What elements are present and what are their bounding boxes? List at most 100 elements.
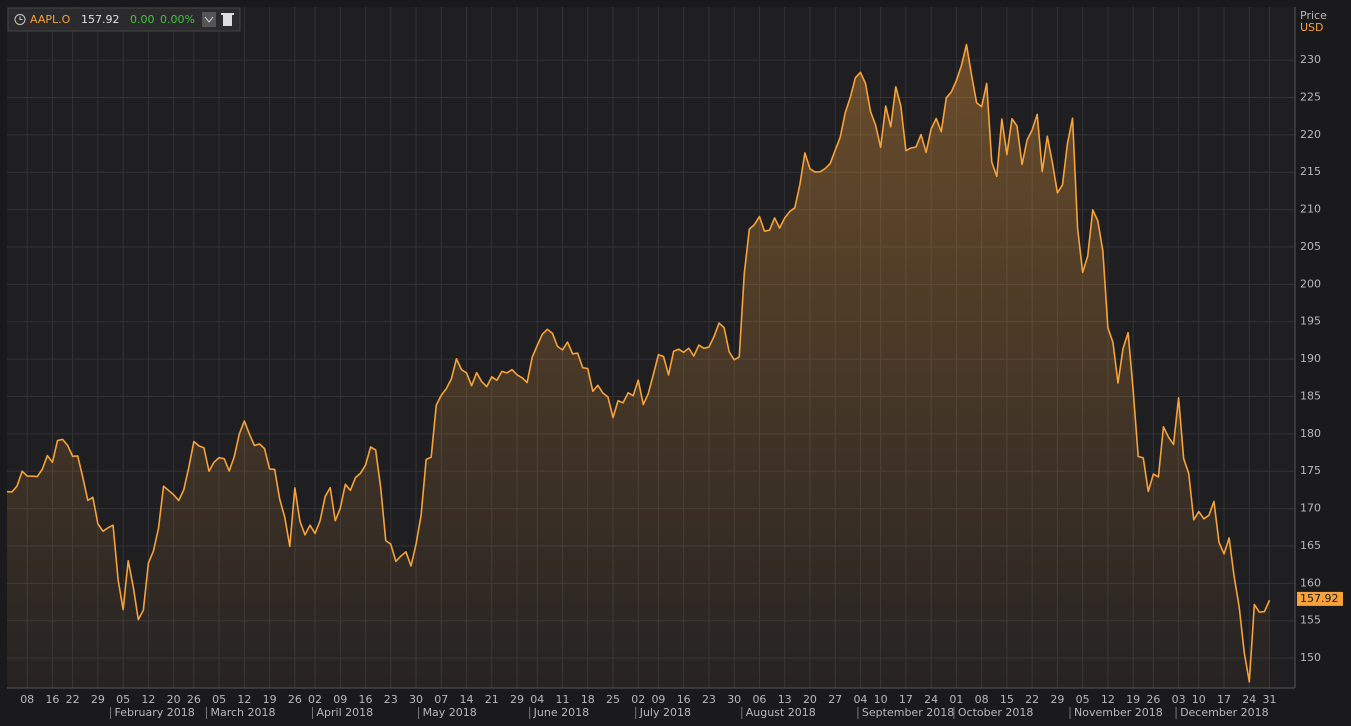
x-tick-label: 27	[828, 693, 842, 706]
y-tick-label: 165	[1300, 539, 1321, 552]
x-tick-label: 16	[677, 693, 691, 706]
month-label: February 2018	[115, 706, 195, 719]
y-tick-label: 160	[1300, 576, 1321, 589]
month-label: October 2018	[958, 706, 1034, 719]
y-tick-label: 215	[1300, 165, 1321, 178]
x-tick-label: 02	[308, 693, 322, 706]
x-tick-label: 16	[359, 693, 373, 706]
y-tick-label: 170	[1300, 502, 1321, 515]
x-tick-label: 24	[924, 693, 938, 706]
x-tick-label: 26	[288, 693, 302, 706]
x-tick-label: 12	[141, 693, 155, 706]
x-tick-label: 12	[237, 693, 251, 706]
x-tick-label: 08	[975, 693, 989, 706]
x-tick-label: 15	[1000, 693, 1014, 706]
x-tick-label: 10	[1192, 693, 1206, 706]
y-tick-label: 200	[1300, 277, 1321, 290]
last-price: 157.92	[81, 13, 120, 26]
x-tick-label: 25	[606, 693, 620, 706]
month-label: November 2018	[1074, 706, 1163, 719]
dropdown-button[interactable]	[202, 12, 216, 27]
price-tag-label: 157.92	[1300, 592, 1339, 605]
axis-currency: USD	[1300, 21, 1324, 34]
x-tick-label: 08	[20, 693, 34, 706]
y-tick-label: 175	[1300, 464, 1321, 477]
x-tick-label: 20	[167, 693, 181, 706]
y-tick-label: 205	[1300, 240, 1321, 253]
x-tick-label: 03	[1172, 693, 1186, 706]
x-tick-label: 04	[530, 693, 544, 706]
y-tick-label: 155	[1300, 614, 1321, 627]
header-box	[7, 7, 241, 32]
x-tick-label: 09	[333, 693, 347, 706]
x-tick-label: 19	[1126, 693, 1140, 706]
x-tick-label: 22	[1025, 693, 1039, 706]
change: 0.00	[130, 13, 155, 26]
x-tick-label: 22	[66, 693, 80, 706]
y-tick-label: 150	[1300, 651, 1321, 664]
x-tick-label: 31	[1263, 693, 1277, 706]
x-tick-label: 02	[631, 693, 645, 706]
y-tick-label: 195	[1300, 315, 1321, 328]
month-label: May 2018	[423, 706, 477, 719]
x-tick-label: 26	[1146, 693, 1160, 706]
axis-title: Price	[1300, 9, 1327, 22]
header: AAPL.O 157.92 0.00 0.00%	[7, 7, 241, 32]
dropdown-arrow	[204, 16, 214, 23]
x-tick-label: 09	[651, 693, 665, 706]
price-line	[6, 43, 1271, 683]
y-tick-label: 220	[1300, 128, 1321, 141]
x-tick-label: 14	[460, 693, 474, 706]
axes: 1501551601651701751801851901952002052102…	[7, 7, 1343, 719]
x-tick-label: 26	[187, 693, 201, 706]
x-tick-label: 29	[91, 693, 105, 706]
x-tick-label: 24	[1242, 693, 1256, 706]
x-tick-label: 29	[1050, 693, 1064, 706]
price-area	[7, 44, 1270, 689]
x-tick-label: 05	[212, 693, 226, 706]
change-pct: 0.00%	[160, 13, 195, 26]
y-tick-label: 210	[1300, 203, 1321, 216]
x-tick-label: 17	[899, 693, 913, 706]
x-tick-label: 04	[853, 693, 867, 706]
x-tick-label: 16	[45, 693, 59, 706]
symbol[interactable]: AAPL.O	[30, 13, 71, 26]
x-tick-label: 01	[949, 693, 963, 706]
month-label: June 2018	[533, 706, 589, 719]
month-label: December 2018	[1180, 706, 1269, 719]
delete-button[interactable]	[223, 15, 232, 26]
month-label: July 2018	[639, 706, 691, 719]
price-tag	[1297, 591, 1343, 606]
x-tick-label: 18	[581, 693, 595, 706]
month-label: August 2018	[746, 706, 816, 719]
clock-icon	[14, 14, 26, 25]
x-tick-label: 23	[384, 693, 398, 706]
x-tick-label: 11	[556, 693, 570, 706]
y-tick-label: 225	[1300, 90, 1321, 103]
x-tick-label: 10	[874, 693, 888, 706]
month-label: September 2018	[862, 706, 954, 719]
y-tick-label: 190	[1300, 352, 1321, 365]
x-tick-label: 17	[1217, 693, 1231, 706]
x-tick-label: 05	[1076, 693, 1090, 706]
y-tick-label: 180	[1300, 427, 1321, 440]
x-tick-label: 29	[510, 693, 524, 706]
month-label: April 2018	[317, 706, 374, 719]
month-label: March 2018	[210, 706, 275, 719]
x-tick-label: 30	[409, 693, 423, 706]
x-tick-label: 05	[116, 693, 130, 706]
plot	[6, 43, 1271, 689]
x-tick-label: 19	[263, 693, 277, 706]
y-tick-label: 230	[1300, 53, 1321, 66]
x-tick-label: 07	[434, 693, 448, 706]
x-tick-label: 30	[727, 693, 741, 706]
x-tick-label: 21	[485, 693, 499, 706]
delete-lid	[221, 13, 234, 15]
x-tick-label: 13	[778, 693, 792, 706]
x-tick-label: 12	[1101, 693, 1115, 706]
x-tick-label: 23	[702, 693, 716, 706]
y-tick-label: 185	[1300, 389, 1321, 402]
x-tick-label: 06	[752, 693, 766, 706]
